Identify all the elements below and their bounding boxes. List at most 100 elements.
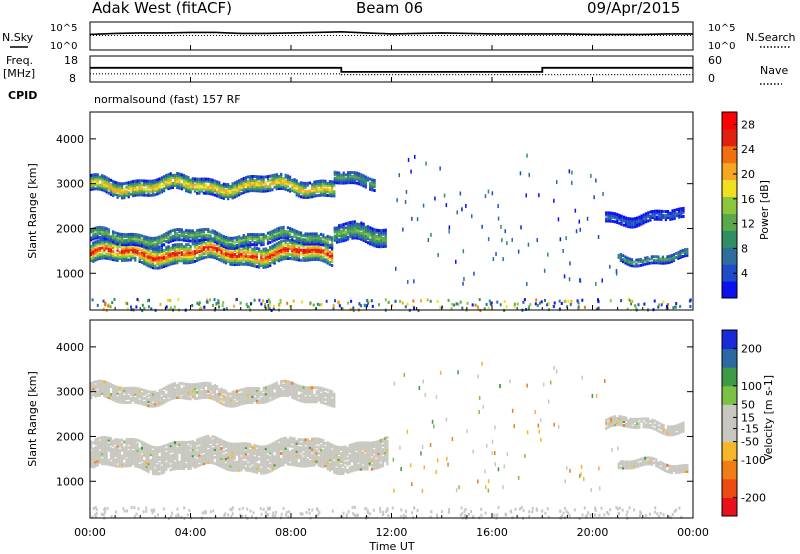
heatmap-cell xyxy=(324,244,327,248)
heatmap-cell xyxy=(355,228,358,232)
heatmap-cell xyxy=(185,237,188,240)
heatmap-cell xyxy=(205,251,208,255)
heatmap-cell xyxy=(291,243,294,247)
heatmap-cell xyxy=(156,464,159,468)
heatmap-cell xyxy=(198,457,201,461)
heatmap-cell xyxy=(222,458,225,462)
heatmap-cell xyxy=(353,444,356,448)
heatmap-cell xyxy=(313,251,316,255)
heatmap-cell xyxy=(187,237,190,241)
heatmap-cell xyxy=(134,456,137,460)
heatmap-cell xyxy=(326,463,329,467)
heatmap-cell xyxy=(140,253,144,256)
heatmap-cell xyxy=(295,193,298,197)
heatmap-cell xyxy=(140,454,144,458)
heatmap-cell xyxy=(167,234,170,238)
heatmap-cell xyxy=(244,252,247,256)
heatmap-cell xyxy=(103,187,106,191)
heatmap-cell xyxy=(280,226,283,230)
heatmap-cell-speckle xyxy=(143,307,146,310)
heatmap-cell xyxy=(178,442,181,446)
heatmap-cell xyxy=(105,448,108,452)
heatmap-cell xyxy=(101,228,104,231)
heatmap-cell xyxy=(182,467,186,471)
heatmap-cell xyxy=(193,231,197,235)
heatmap-cell xyxy=(105,227,108,231)
heatmap-cell-speckle xyxy=(222,301,225,305)
heatmap-cell xyxy=(377,450,380,453)
heatmap-cell xyxy=(156,446,159,450)
heatmap-cell xyxy=(370,467,373,471)
heatmap-cell xyxy=(231,192,234,196)
heatmap-cell xyxy=(129,246,132,250)
heatmap-cell xyxy=(335,461,338,465)
heatmap-cell xyxy=(127,239,130,242)
heatmap-cell xyxy=(216,440,219,444)
heatmap-cell xyxy=(132,242,135,246)
heatmap-cell xyxy=(216,241,219,245)
heatmap-cell xyxy=(178,465,181,468)
heatmap-cell xyxy=(271,229,274,233)
heatmap-cell xyxy=(163,454,166,458)
heatmap-cell xyxy=(384,232,387,236)
heatmap-cell xyxy=(247,263,250,266)
heatmap-cell xyxy=(371,231,374,235)
heatmap-cell xyxy=(167,259,170,263)
heatmap-cell-speckle xyxy=(581,298,584,302)
freq-plot xyxy=(90,66,693,76)
heatmap-cell xyxy=(96,253,99,257)
heatmap-cell xyxy=(196,187,199,191)
heatmap-cell xyxy=(169,252,172,256)
heatmap-cell-sparse xyxy=(463,277,465,281)
heatmap-cell xyxy=(684,250,687,254)
heatmap-cell xyxy=(235,246,239,249)
heatmap-cell xyxy=(371,229,374,233)
colorbar-tick-label: 28 xyxy=(741,118,755,131)
heatmap-cell xyxy=(331,459,334,463)
heatmap-cell xyxy=(224,463,228,467)
heatmap-cell xyxy=(114,442,117,446)
heatmap-cell xyxy=(233,259,236,263)
heatmap-cell xyxy=(253,468,256,472)
heatmap-cell xyxy=(315,186,318,190)
heatmap-cell-speckle xyxy=(412,299,415,303)
heatmap-cell xyxy=(353,230,356,234)
heatmap-cell xyxy=(678,211,681,215)
heatmap-cell xyxy=(154,181,157,185)
heatmap-cell xyxy=(289,462,292,466)
heatmap-cell-speckle xyxy=(597,306,600,310)
heatmap-cell xyxy=(273,253,276,257)
heatmap-cell xyxy=(322,463,325,467)
heatmap-cell xyxy=(359,445,362,449)
heatmap-cell xyxy=(151,254,155,258)
heatmap-cell xyxy=(189,446,192,450)
heatmap-cell xyxy=(109,257,113,261)
heatmap-cell xyxy=(174,173,177,177)
heatmap-cell xyxy=(132,438,135,441)
heatmap-cell xyxy=(244,250,247,254)
heatmap-cell xyxy=(349,235,352,239)
heatmap-cell xyxy=(322,181,325,185)
heatmap-cell xyxy=(196,229,199,232)
heatmap-cell xyxy=(304,452,307,456)
heatmap-cell xyxy=(202,458,205,461)
heatmap-cell xyxy=(127,193,130,197)
heatmap-cell xyxy=(187,255,190,259)
heatmap-cell xyxy=(242,248,245,252)
heatmap-cell xyxy=(112,459,115,463)
heatmap-cell xyxy=(609,211,612,215)
heatmap-cell xyxy=(335,230,339,234)
heatmap-cell xyxy=(180,185,183,189)
heatmap-cell xyxy=(381,452,385,456)
heatmap-cell xyxy=(227,193,230,197)
heatmap-cell xyxy=(233,442,236,446)
heatmap-cell xyxy=(247,254,250,258)
heatmap-cell xyxy=(260,471,263,475)
heatmap-cell xyxy=(231,257,234,260)
heatmap-cell xyxy=(607,211,610,215)
heatmap-cell xyxy=(116,464,119,468)
heatmap-cell xyxy=(306,195,309,199)
heatmap-cell xyxy=(242,244,245,248)
heatmap-cell xyxy=(289,450,292,454)
heatmap-cell xyxy=(655,255,658,259)
